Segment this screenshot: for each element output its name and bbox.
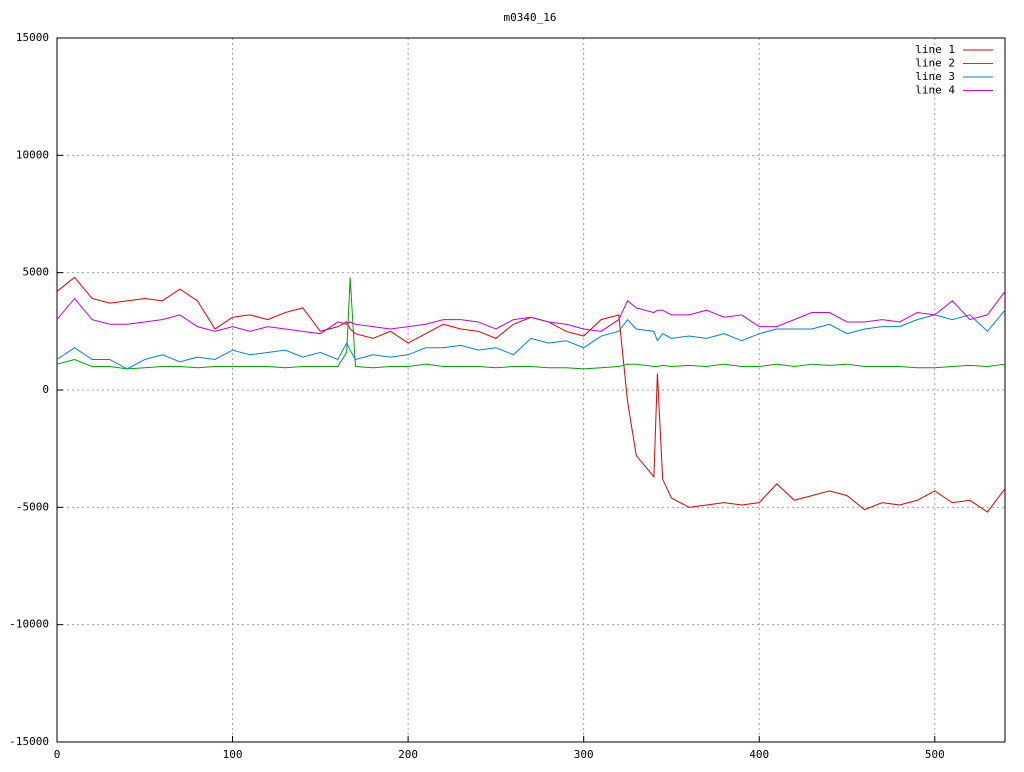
- y-tick-label: 15000: [16, 31, 49, 44]
- y-tick-label: 5000: [23, 266, 50, 279]
- legend-label: line 1: [915, 43, 955, 56]
- y-tick-label: 10000: [16, 148, 49, 161]
- data-line: [56, 291, 1006, 335]
- x-tick-label: 100: [223, 748, 243, 761]
- legend-label: line 3: [915, 70, 955, 83]
- y-tick-label: -10000: [9, 618, 49, 631]
- x-tick-label: 400: [749, 748, 769, 761]
- data-line: [56, 309, 1006, 370]
- chart-title: m0340_16: [504, 11, 557, 24]
- plot-border: [56, 37, 1006, 743]
- y-tick-label: 0: [42, 383, 49, 396]
- x-tick-label: 0: [54, 748, 61, 761]
- data-line: [56, 277, 1006, 370]
- x-tick-label: 300: [574, 748, 594, 761]
- legend-label: line 4: [915, 84, 955, 97]
- y-tick-label: -15000: [9, 735, 49, 748]
- legend-label: line 2: [915, 57, 955, 70]
- x-tick-label: 200: [398, 748, 418, 761]
- y-tick-label: -5000: [16, 500, 49, 513]
- x-tick-label: 500: [925, 748, 945, 761]
